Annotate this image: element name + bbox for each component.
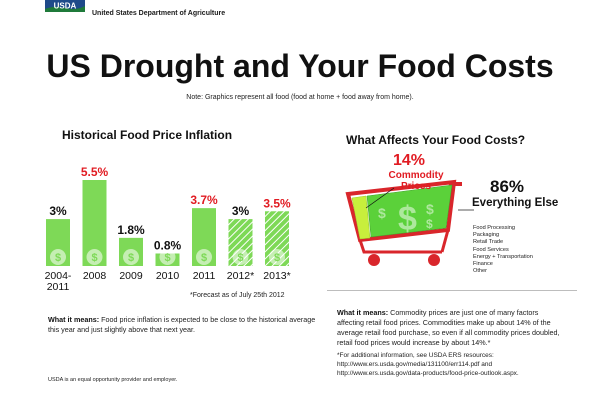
right-means-text: Commodity prices are just one of many fa…: [337, 308, 560, 347]
tick-label: 2013*: [263, 270, 290, 282]
dollar-sign-icon: $: [274, 252, 280, 264]
dollar-sign-icon: $: [91, 252, 97, 264]
logo-text: USDA: [54, 2, 77, 11]
data-label: 1.8%: [117, 223, 145, 237]
coin-icon: [123, 249, 139, 265]
cart-wheel-icon: [368, 254, 380, 266]
page-title: US Drought and Your Food Costs: [46, 48, 554, 84]
inflation-bar-chart: $3% 2004-2011 $5.5% 2008 $1.8% 2009 $0.8% 2010 $…: [45, 165, 291, 290]
coin-icon: [269, 249, 285, 265]
right-what-it-means: What it means: Commodity prices are just…: [337, 308, 567, 348]
right-section-title: What Affects Your Food Costs?: [346, 133, 526, 147]
dollar-sign-icon: $: [426, 217, 433, 231]
dollar-sign-icon: $: [398, 200, 417, 238]
left-what-it-means: What it means: Food price inflation is e…: [48, 315, 318, 335]
coin-icon: [232, 249, 249, 265]
coin-icon: [50, 249, 66, 265]
list-item: Food Services: [473, 246, 509, 253]
list-item: Packaging: [473, 232, 500, 239]
coin-icon: [196, 249, 212, 265]
list-item: Finance: [473, 261, 493, 268]
equal-opportunity-note: USDA is an equal opportunity provider an…: [48, 377, 178, 383]
everything-else-section: [366, 184, 453, 238]
shopping-cart-graphic: $ $ $ $: [345, 179, 474, 266]
list-item: Other: [473, 268, 487, 275]
data-label: 3%: [49, 204, 67, 218]
list-item: Energy + Transportation: [473, 253, 533, 260]
dollar-sign-icon: $: [237, 252, 243, 264]
data-label: 5.5%: [81, 165, 109, 179]
dollar-sign-icon: $: [128, 252, 134, 264]
cart-leg: [440, 229, 450, 253]
graphics-note: Note: Graphics represent all food (food …: [186, 94, 414, 101]
everything-else-label: Everything Else: [472, 197, 559, 209]
data-label: 3%: [232, 204, 250, 218]
tick-label: 2009: [119, 270, 143, 282]
list-item: Food Processing: [473, 225, 515, 231]
tick-label: 2004-2011: [45, 270, 72, 290]
commodity-pointer: [365, 187, 395, 209]
dollar-sign-icon: $: [55, 252, 61, 264]
forecast-note: *Forecast as of July 25th 2012: [190, 292, 285, 299]
dollar-sign-icon: $: [426, 201, 434, 217]
cart-wheel-icon: [428, 254, 440, 266]
commodity-label: Commodity Prices: [388, 170, 444, 192]
tick-label: 2008: [83, 270, 107, 282]
section-divider: [327, 290, 577, 291]
dollar-sign-icon: $: [378, 205, 386, 221]
everything-else-list: Food Processing Packaging Retail Trade F…: [473, 225, 533, 275]
tick-label: 2012*: [227, 270, 254, 282]
data-label: 3.5%: [263, 196, 291, 210]
right-means-label: What it means:: [337, 308, 389, 317]
dollar-sign-icon: $: [201, 252, 207, 264]
data-label: 3.7%: [190, 193, 218, 207]
data-label: 0.8%: [154, 238, 182, 252]
left-section-title: Historical Food Price Inflation: [62, 128, 233, 142]
dollar-sign-icon: $: [164, 252, 170, 264]
usda-logo: USDA: [45, 0, 85, 12]
tick-label: 2010: [156, 270, 180, 282]
left-means-text: Food price inflation is expected to be c…: [48, 315, 316, 334]
left-means-label: What it means:: [48, 315, 100, 324]
commodity-slice: [351, 195, 371, 240]
coin-icon: [86, 249, 103, 265]
commodity-percent: 14%: [393, 152, 426, 169]
ers-resources-footnote: *For additional information, see USDA ER…: [337, 352, 519, 377]
agency-name: United States Department of Agriculture: [92, 10, 226, 17]
cart-base-frame: [358, 239, 442, 254]
tick-label: 2011: [193, 270, 216, 282]
everything-else-percent: 86%: [490, 177, 525, 196]
coin-icon: [159, 249, 176, 265]
list-item: Retail Trade: [473, 239, 504, 246]
